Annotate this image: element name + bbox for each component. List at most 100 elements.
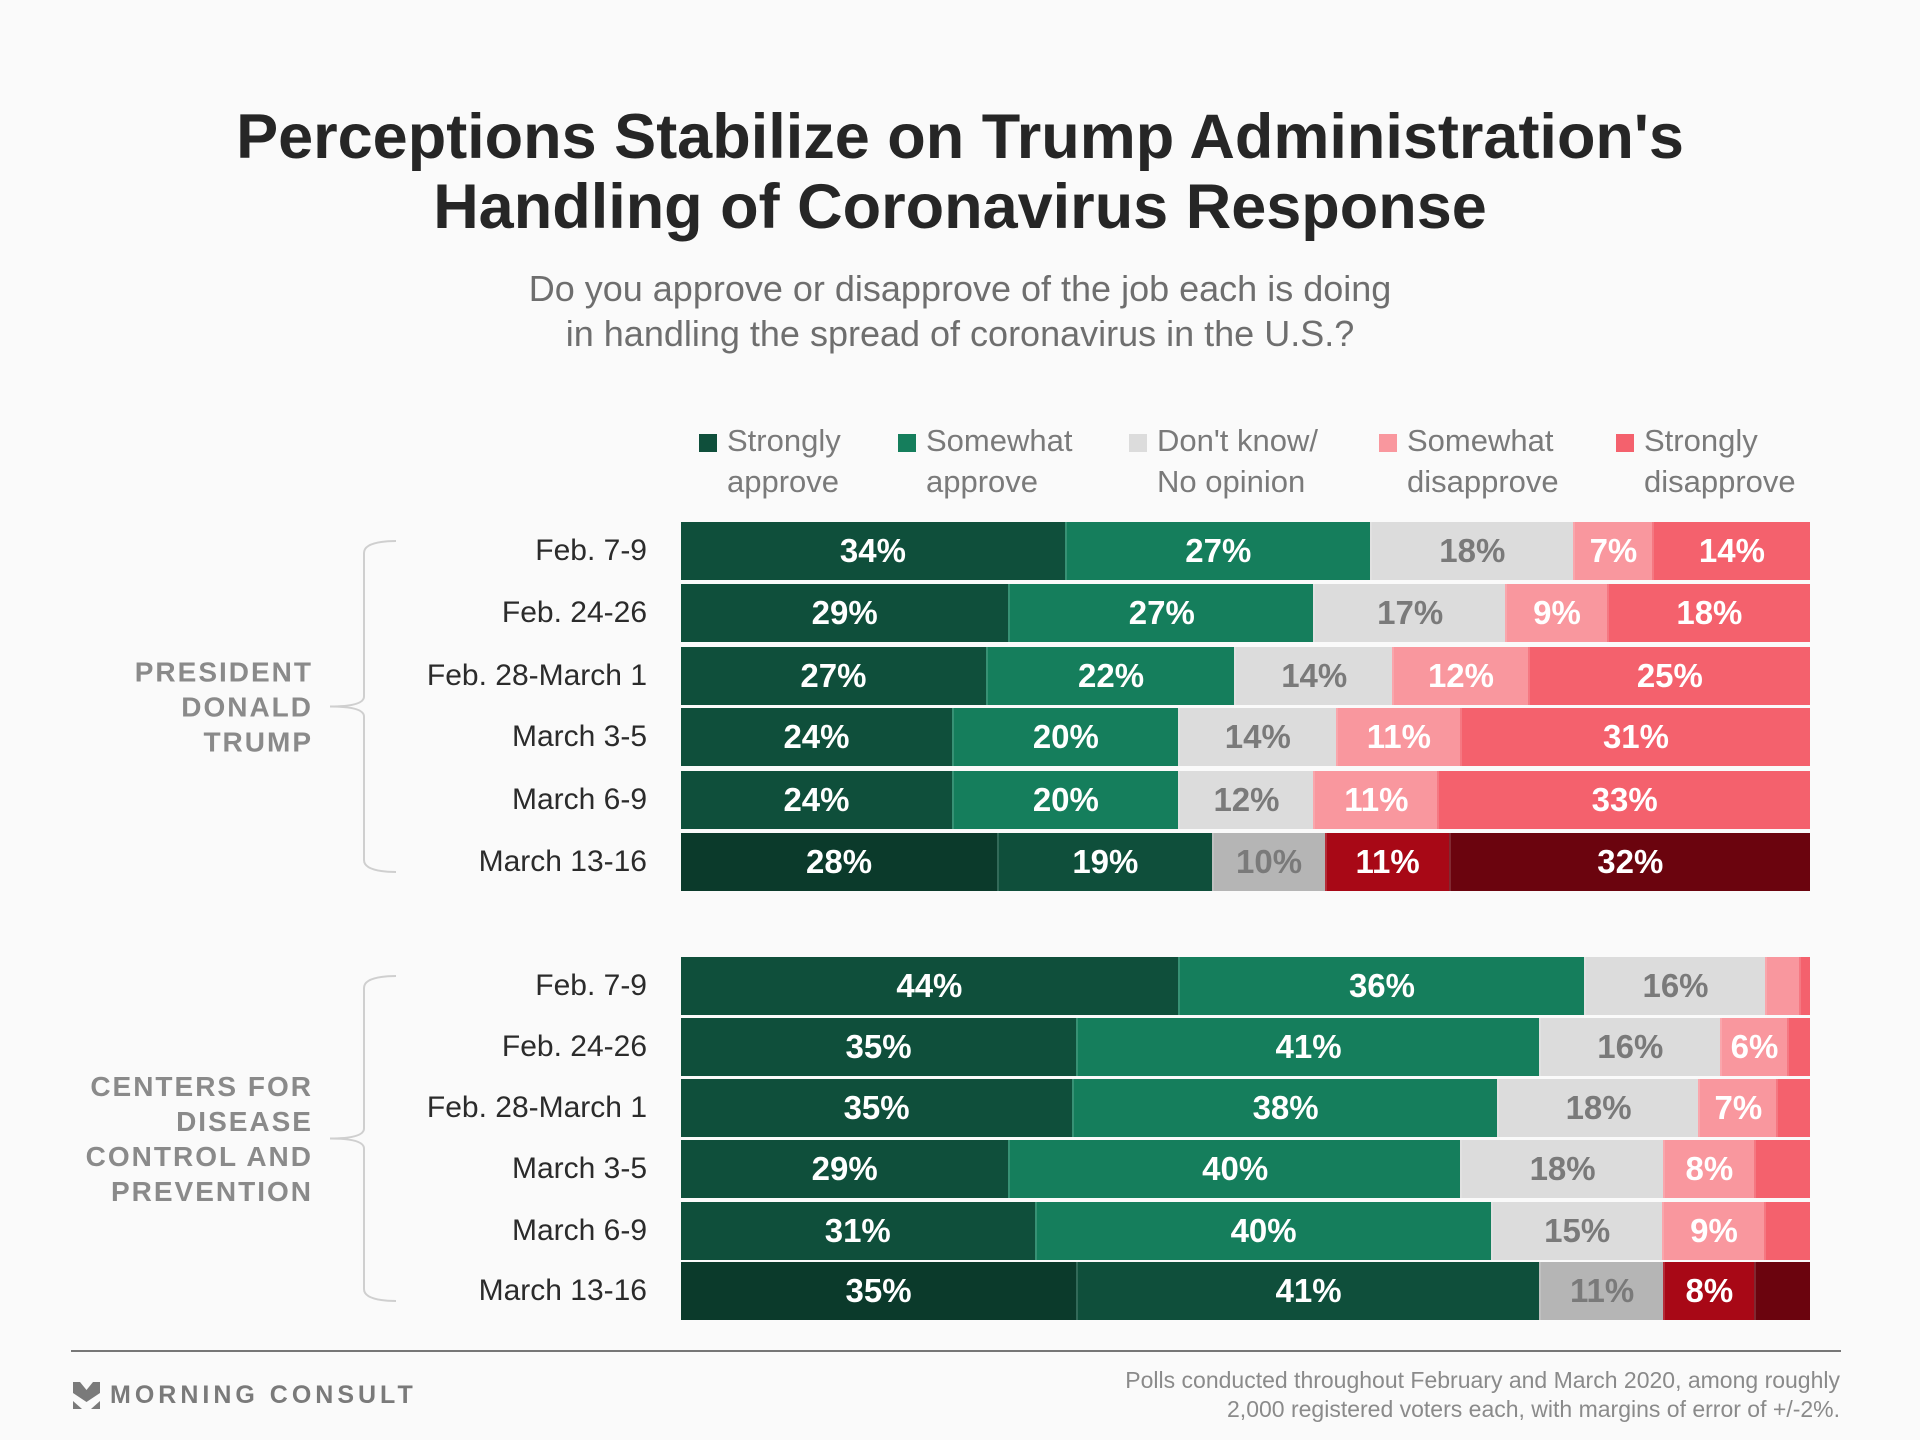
- row-label: March 6-9: [511, 1214, 647, 1247]
- bar-segment: 11%: [1324, 833, 1449, 891]
- stacked-bar: 34% 27% 18% 7% 14%: [681, 522, 1810, 580]
- bar-segment: 10%: [1211, 833, 1325, 891]
- stacked-bar: 27% 22% 14% 12% 25%: [681, 647, 1810, 705]
- bar-segment: 32%: [1448, 833, 1810, 891]
- stacked-bar: 24% 20% 14% 11% 31%: [681, 708, 1810, 766]
- bar-segment: 11%: [1313, 771, 1438, 829]
- legend-swatch: [1616, 434, 1634, 452]
- bar-segment: 35%: [681, 1018, 1077, 1076]
- group-bracket: [329, 975, 396, 1302]
- stacked-bar: 28% 19% 10% 11% 32%: [681, 833, 1810, 891]
- stacked-bar: 44% 36% 16%: [681, 957, 1810, 1015]
- row-label: March 6-9: [511, 783, 647, 816]
- bar-segment: 18%: [1369, 522, 1573, 580]
- bar-segment: 19%: [997, 833, 1212, 891]
- stacked-bar: 29% 40% 18% 8%: [681, 1140, 1810, 1198]
- bar-segment: [1753, 1140, 1810, 1198]
- bar-segment: 41%: [1076, 1262, 1540, 1320]
- bar-segment: 34%: [681, 522, 1065, 580]
- bar-segment: 27%: [1008, 584, 1314, 642]
- bar-segment: 16%: [1539, 1018, 1720, 1076]
- bar-segment: 35%: [681, 1079, 1073, 1137]
- bar-segment: 7%: [1698, 1079, 1777, 1137]
- bar-segment: 36%: [1177, 957, 1585, 1015]
- bar-segment: 24%: [681, 708, 952, 766]
- bar-segment: 16%: [1584, 957, 1765, 1015]
- chart-title: Perceptions Stabilize on Trump Administr…: [0, 102, 1920, 242]
- legend-swatch: [699, 434, 717, 452]
- bar-segment: 14%: [1177, 708, 1336, 766]
- stacked-bar: 35% 38% 18% 7%: [681, 1079, 1810, 1137]
- footer-divider: [71, 1350, 1841, 1352]
- bar-segment: [1764, 1202, 1810, 1260]
- bar-segment: 14%: [1651, 522, 1810, 580]
- bar-segment: 11%: [1335, 708, 1460, 766]
- legend-swatch: [1129, 434, 1147, 452]
- bar-segment: 8%: [1663, 1140, 1754, 1198]
- bar-segment: 12%: [1177, 771, 1314, 829]
- bar-segment: [1798, 957, 1810, 1015]
- bar-segment: [1753, 1262, 1810, 1320]
- row-label: Feb. 24-26: [501, 596, 647, 629]
- bar-segment: 29%: [681, 584, 1009, 642]
- row-label: Feb. 28-March 1: [426, 1091, 647, 1124]
- bar-segment: 25%: [1527, 647, 1810, 705]
- bar-segment: 35%: [681, 1262, 1077, 1320]
- bar-segment: 44%: [681, 957, 1178, 1015]
- row-label: March 13-16: [478, 845, 647, 878]
- legend-swatch: [1379, 434, 1397, 452]
- bar-segment: 9%: [1661, 1202, 1765, 1260]
- stacked-bar: 29% 27% 17% 9% 18%: [681, 584, 1810, 642]
- chart-subtitle: Do you approve or disapprove of the job …: [0, 266, 1920, 356]
- bar-segment: 20%: [951, 771, 1178, 829]
- bar-segment: 41%: [1076, 1018, 1540, 1076]
- bar-segment: 6%: [1719, 1018, 1788, 1076]
- legend-label: Somewhat disapprove: [1407, 423, 1559, 499]
- bar-segment: 20%: [951, 708, 1178, 766]
- legend-swatch: [898, 434, 916, 452]
- stacked-bar: 35% 41% 11% 8%: [681, 1262, 1810, 1320]
- subtitle-line: Do you approve or disapprove of the job …: [528, 268, 1392, 309]
- title-line: Handling of Coronavirus Response: [433, 172, 1487, 242]
- bar-segment: 22%: [985, 647, 1235, 705]
- bar-segment: 40%: [1034, 1202, 1491, 1260]
- bar-segment: 18%: [1460, 1140, 1664, 1198]
- row-label: Feb. 28-March 1: [426, 659, 647, 692]
- row-label: Feb. 24-26: [501, 1030, 647, 1063]
- legend-label: Somewhat approve: [926, 423, 1073, 499]
- bar-segment: 18%: [1497, 1079, 1699, 1137]
- stacked-bar: 31% 40% 15% 9%: [681, 1202, 1810, 1260]
- bar-segment: [1776, 1079, 1810, 1137]
- bar-segment: 11%: [1539, 1262, 1664, 1320]
- legend-label: Strongly approve: [727, 423, 841, 499]
- bar-segment: 17%: [1313, 584, 1506, 642]
- bar-segment: 7%: [1572, 522, 1652, 580]
- bar-segment: 33%: [1437, 771, 1810, 829]
- stacked-bar: 35% 41% 16% 6%: [681, 1018, 1810, 1076]
- bar-segment: 14%: [1234, 647, 1393, 705]
- methodology-note: Polls conducted throughout February and …: [1125, 1366, 1840, 1424]
- bar-segment: 31%: [1459, 708, 1810, 766]
- title-line: Perceptions Stabilize on Trump Administr…: [236, 102, 1684, 172]
- bar-segment: 12%: [1392, 647, 1528, 705]
- bar-segment: [1764, 957, 1799, 1015]
- bar-segment: 9%: [1505, 584, 1607, 642]
- row-label: March 3-5: [511, 720, 647, 753]
- bar-segment: [1787, 1018, 1810, 1076]
- group-label: CENTERS FOR DISEASE CONTROL AND PREVENTI…: [85, 1070, 313, 1207]
- bar-segment: 28%: [681, 833, 998, 891]
- bar-segment: 27%: [681, 647, 986, 705]
- bar-segment: 8%: [1663, 1262, 1754, 1320]
- bar-segment: 15%: [1490, 1202, 1662, 1260]
- bar-segment: 27%: [1064, 522, 1370, 580]
- morning-consult-logo: MORNING CONSULT: [73, 1381, 417, 1410]
- row-label: Feb. 7-9: [535, 969, 647, 1002]
- brand-name: MORNING CONSULT: [110, 1381, 417, 1409]
- bar-segment: 31%: [681, 1202, 1035, 1260]
- note-line: Polls conducted throughout February and …: [1125, 1367, 1840, 1393]
- legend-label: Don't know/ No opinion: [1157, 423, 1318, 499]
- bar-segment: 29%: [681, 1140, 1009, 1198]
- morning-consult-chevron-icon: [73, 1382, 100, 1409]
- bar-segment: 24%: [681, 771, 952, 829]
- row-label: March 3-5: [511, 1152, 647, 1185]
